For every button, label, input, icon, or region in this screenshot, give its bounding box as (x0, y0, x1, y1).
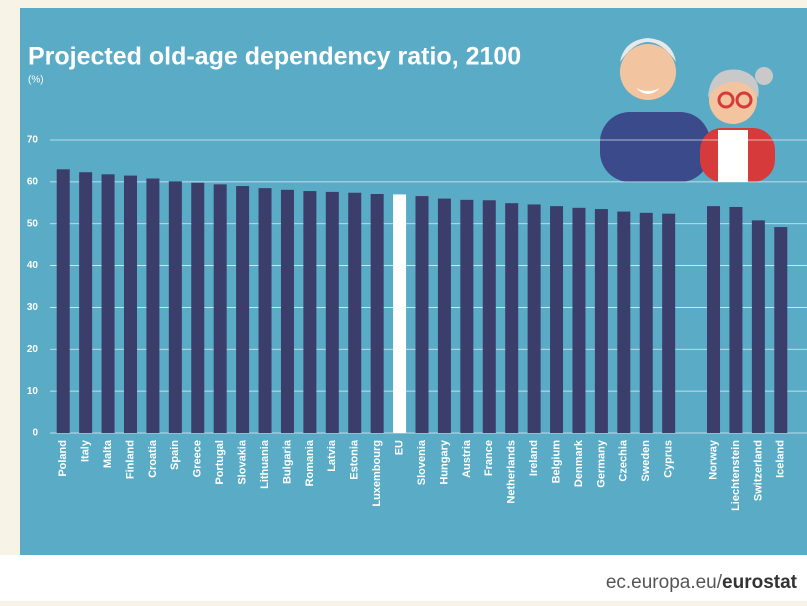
x-tick-label: Netherlands (506, 440, 518, 504)
bar (482, 200, 496, 433)
x-tick-label: Germany (595, 439, 607, 488)
footer-brand: eurostat (722, 572, 798, 593)
bar (303, 191, 317, 433)
y-tick-label: 60 (27, 176, 39, 187)
bar (617, 211, 631, 433)
y-tick-label: 10 (27, 386, 39, 397)
bar (168, 181, 182, 433)
x-tick-label: Slovakia (237, 439, 249, 485)
bar (505, 203, 519, 433)
y-tick-label: 70 (27, 135, 39, 146)
y-tick-label: 40 (27, 260, 39, 271)
x-tick-label: Italy (80, 439, 92, 462)
x-tick-label: Czechia (618, 439, 630, 481)
y-tick-label: 50 (27, 218, 39, 229)
bar (213, 184, 227, 433)
x-tick-label: Romania (304, 439, 316, 486)
x-tick-label: Malta (102, 439, 114, 468)
x-tick-label: Latvia (326, 439, 338, 472)
x-tick-label: Sweden (640, 440, 652, 482)
y-tick-label: 30 (27, 302, 39, 313)
x-tick-label: Norway (707, 439, 719, 480)
bar (370, 193, 384, 433)
x-tick-label: Cyprus (663, 440, 675, 478)
x-tick-label: Portugal (214, 440, 226, 485)
bar (258, 188, 272, 433)
x-tick-label: Liechtenstein (730, 440, 742, 511)
x-tick-label: France (483, 440, 495, 476)
bar (236, 186, 250, 433)
bar (729, 206, 743, 433)
bar (348, 192, 362, 433)
bar (550, 206, 564, 433)
x-tick-label: Greece (192, 440, 204, 477)
x-tick-label: Bulgaria (281, 439, 293, 484)
chart-title: Projected old-age dependency ratio, 2100 (28, 43, 521, 71)
x-tick-label: Slovenia (416, 439, 428, 485)
y-tick-label: 0 (32, 428, 38, 439)
bar (527, 204, 541, 433)
x-tick-label: Denmark (573, 439, 585, 487)
bar (393, 194, 407, 433)
x-tick-label: Lithuania (259, 439, 271, 489)
bar (594, 209, 608, 433)
bar (437, 198, 451, 433)
illustration (600, 38, 775, 182)
bar (79, 172, 93, 434)
x-tick-label: Ireland (528, 440, 540, 476)
footer-domain: ec.europa.eu/ (606, 572, 723, 593)
x-tick-label: Poland (57, 440, 69, 477)
footer-source: ec.europa.eu/eurostat (606, 572, 798, 593)
bar (572, 207, 586, 433)
bar (123, 175, 137, 434)
y-tick-label: 20 (27, 344, 39, 355)
x-tick-label: Finland (124, 440, 136, 479)
bar (101, 174, 115, 433)
x-tick-label: Estonia (349, 439, 361, 480)
bar (662, 213, 676, 433)
x-tick-label: Hungary (438, 439, 450, 485)
bar (325, 191, 339, 433)
chart-subtitle: (%) (28, 75, 44, 86)
x-tick-label: Luxembourg (371, 440, 383, 507)
footer-band (0, 555, 807, 601)
bar (639, 212, 653, 433)
x-tick-label: EU (393, 440, 405, 455)
x-tick-label: Iceland (775, 440, 787, 478)
bar (707, 206, 721, 433)
x-tick-label: Austria (461, 439, 473, 478)
bar (191, 182, 205, 433)
bar (146, 178, 160, 433)
x-tick-label: Belgium (550, 440, 562, 484)
bar (774, 227, 788, 433)
chart-panel (20, 8, 807, 555)
bar (56, 169, 70, 434)
bar (280, 189, 294, 433)
x-tick-label: Spain (169, 440, 181, 470)
x-tick-label: Switzerland (752, 440, 764, 501)
x-tick-label: Croatia (147, 439, 159, 478)
bar (415, 196, 429, 433)
bar (460, 199, 474, 433)
bar (751, 220, 765, 433)
